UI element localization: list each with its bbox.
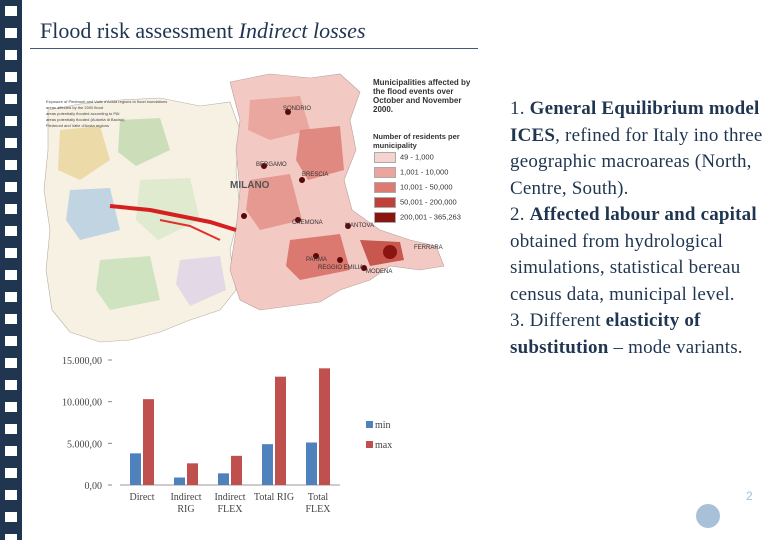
film-hole	[5, 138, 17, 148]
x-tick-label: Total	[308, 492, 329, 503]
map-city-label: CREMONA	[292, 220, 323, 226]
bar-max	[143, 399, 154, 485]
film-hole	[5, 292, 17, 302]
x-tick-label: Direct	[130, 492, 155, 503]
svg-text:2: 2	[746, 489, 753, 503]
film-hole	[5, 314, 17, 324]
film-hole	[5, 94, 17, 104]
slide-title: Flood risk assessment Indirect losses	[40, 18, 366, 44]
film-hole	[5, 116, 17, 126]
slide-title-main: Flood risk assessment	[40, 18, 239, 43]
film-hole	[5, 226, 17, 236]
legend-swatch-min	[366, 421, 373, 428]
film-hole	[5, 6, 17, 16]
map-legend-item: 1,001 - 10,000	[374, 167, 448, 179]
legend-swatch-max	[366, 441, 373, 448]
map-city-label: BRESCIA	[302, 172, 329, 178]
x-tick-label: RIG	[177, 504, 194, 515]
slide-corner-decoration: 2	[696, 489, 753, 528]
legend-label-max: max	[375, 440, 392, 451]
losses-bar-chart: 0,00 5.000,00 10.000,00 15.000,00 Direct Indi…	[62, 356, 392, 515]
film-hole	[5, 50, 17, 60]
film-hole	[5, 446, 17, 456]
y-tick-label: 5.000,00	[67, 439, 102, 450]
film-hole	[5, 490, 17, 500]
map-top-left-legend: Exposure of Piedmont and Valle d'Aosta r…	[46, 99, 176, 129]
film-hole	[5, 248, 17, 258]
map-city-label: REGGIO EMILIA	[318, 265, 364, 271]
bar-max	[187, 463, 198, 485]
map-city-label: PARMA	[306, 257, 327, 263]
film-hole	[5, 424, 17, 434]
map-city-label: MANTOVA	[345, 223, 375, 229]
map-city-label: BERGAMO	[256, 162, 287, 168]
film-hole	[5, 402, 17, 412]
map-tl-legend-line: areas potentially flooded (Autorità di B…	[46, 117, 125, 122]
title-underline	[30, 48, 478, 49]
film-hole	[5, 336, 17, 346]
map-legend-title: Municipalities affected by the flood eve…	[373, 78, 471, 114]
film-hole	[5, 358, 17, 368]
bullet-1: 1. General Equilibrium model ICES, refin…	[510, 98, 763, 199]
x-tick-label: Total RIG	[254, 492, 294, 503]
film-strip-decoration	[0, 0, 22, 544]
map-city-dots	[241, 109, 397, 271]
bar-min	[218, 473, 229, 485]
bullet-3: 3. Different elasticity of substitution …	[510, 310, 743, 358]
film-hole	[5, 182, 17, 192]
map-legend-item: 50,001 - 200,000	[374, 197, 457, 209]
legend-swatch-2	[374, 167, 396, 178]
map-tl-legend-line: areas potentially flooded according to P…	[46, 111, 120, 116]
bar-min	[130, 453, 141, 485]
x-tick-label: Indirect	[214, 492, 245, 503]
map-tl-legend-line: Piedmont and Valle d'Aosta regions	[46, 123, 109, 128]
map-city-label: FERRARA	[414, 245, 443, 251]
map-legend-subtitle: Number of residents per municipality	[373, 132, 460, 150]
x-tick-label: FLEX	[218, 504, 244, 515]
film-hole	[5, 160, 17, 170]
film-hole	[5, 72, 17, 82]
map-city-label: MILANO	[230, 180, 270, 191]
x-tick-label: Indirect	[170, 492, 201, 503]
film-hole	[5, 204, 17, 214]
flood-map	[43, 70, 500, 343]
bullet-text-panel: 1. General Equilibrium model ICES, refin…	[510, 96, 768, 361]
film-hole	[5, 380, 17, 390]
y-tick-label: 0,00	[85, 481, 103, 492]
map-tl-legend-line: areas affected by the 2000 flood	[46, 105, 104, 110]
bar-min	[306, 442, 317, 485]
film-hole	[5, 534, 17, 544]
legend-swatch-1	[374, 152, 396, 163]
legend-swatch-4	[374, 197, 396, 208]
map-city-label: SONDRIO	[283, 106, 312, 112]
legend-swatch-3	[374, 182, 396, 193]
bar-max	[275, 376, 286, 485]
y-tick-label: 15.000,00	[62, 356, 102, 367]
x-tick-label: FLEX	[306, 504, 332, 515]
map-city-label: MODENA	[366, 269, 393, 275]
bullet-2: 2. Affected labour and capital obtained …	[510, 204, 757, 305]
map-legend-item: 200,001 - 365,263	[374, 212, 461, 224]
bar-max	[231, 455, 242, 485]
map-tl-legend-line: Exposure of Piedmont and Valle d'Aosta r…	[46, 99, 168, 104]
film-hole	[5, 28, 17, 38]
slide-title-italic: Indirect losses	[238, 18, 366, 43]
y-tick-label: 10.000,00	[62, 398, 102, 409]
map-flood-river	[109, 204, 237, 232]
bar-min	[174, 477, 185, 485]
legend-swatch-5	[374, 212, 396, 223]
film-hole	[5, 468, 17, 478]
bar-max	[319, 368, 330, 485]
legend-label-min: min	[375, 420, 391, 431]
film-hole	[5, 270, 17, 280]
map-legend-item: 10,001 - 50,000	[374, 182, 453, 194]
bar-min	[262, 444, 273, 485]
map-patches	[58, 96, 404, 310]
film-hole	[5, 512, 17, 522]
map-legend-item: 49 - 1,000	[374, 152, 434, 164]
